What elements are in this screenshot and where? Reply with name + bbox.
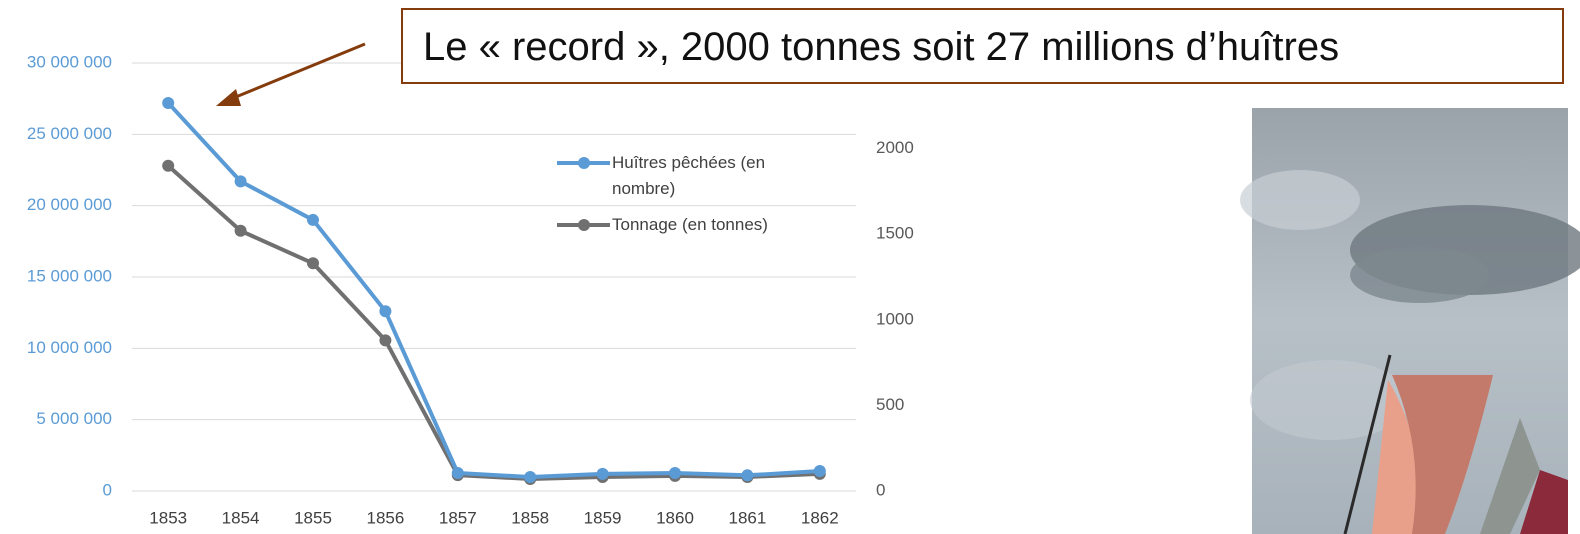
y-tick-label: 20 000 000 bbox=[27, 195, 112, 214]
x-tick-label: 1854 bbox=[222, 508, 260, 527]
data-point bbox=[162, 160, 174, 172]
data-point bbox=[379, 305, 391, 317]
y-tick-label: 15 000 000 bbox=[27, 266, 112, 285]
x-tick-label: 1861 bbox=[728, 508, 766, 527]
y2-tick-label: 1000 bbox=[876, 309, 914, 328]
legend-swatch bbox=[557, 212, 612, 238]
page: {"chart_data": {"type": "line", "annotat… bbox=[0, 0, 1580, 534]
data-point bbox=[452, 467, 464, 479]
data-point bbox=[235, 225, 247, 237]
data-point bbox=[741, 469, 753, 481]
data-point bbox=[307, 257, 319, 269]
y-tick-label: 30 000 000 bbox=[27, 52, 112, 71]
legend-item: Huîtres pêchées (en nombre) bbox=[557, 150, 797, 202]
legend-label: Tonnage (en tonnes) bbox=[612, 212, 797, 238]
y2-tick-label: 0 bbox=[876, 480, 885, 499]
data-point bbox=[162, 97, 174, 109]
x-tick-label: 1855 bbox=[294, 508, 332, 527]
y2-tick-label: 2000 bbox=[876, 138, 914, 157]
y-tick-label: 25 000 000 bbox=[27, 124, 112, 143]
legend-item: Tonnage (en tonnes) bbox=[557, 212, 797, 238]
annotation-arrow bbox=[226, 44, 365, 101]
annotation: Le « record », 2000 tonnes soit 27 milli… bbox=[401, 8, 1564, 84]
photo bbox=[1240, 108, 1580, 534]
y-tick-label: 5 000 000 bbox=[36, 409, 112, 428]
data-point bbox=[669, 467, 681, 479]
data-point bbox=[307, 214, 319, 226]
legend-label: Huîtres pêchées (en nombre) bbox=[612, 150, 797, 202]
data-point bbox=[524, 471, 536, 483]
y2-tick-label: 1500 bbox=[876, 224, 914, 243]
x-tick-label: 1853 bbox=[149, 508, 187, 527]
x-tick-label: 1862 bbox=[801, 508, 839, 527]
y2-tick-label: 500 bbox=[876, 395, 904, 414]
data-point bbox=[235, 175, 247, 187]
x-tick-label: 1857 bbox=[439, 508, 477, 527]
arrow-head bbox=[216, 89, 241, 106]
legend-swatch bbox=[557, 150, 612, 176]
data-point bbox=[597, 468, 609, 480]
y-tick-label: 10 000 000 bbox=[27, 338, 112, 357]
x-tick-label: 1860 bbox=[656, 508, 694, 527]
x-tick-label: 1858 bbox=[511, 508, 549, 527]
x-tick-label: 1856 bbox=[366, 508, 404, 527]
data-point bbox=[379, 334, 391, 346]
x-tick-label: 1859 bbox=[584, 508, 622, 527]
y-tick-label: 0 bbox=[103, 480, 112, 499]
data-point bbox=[814, 465, 826, 477]
